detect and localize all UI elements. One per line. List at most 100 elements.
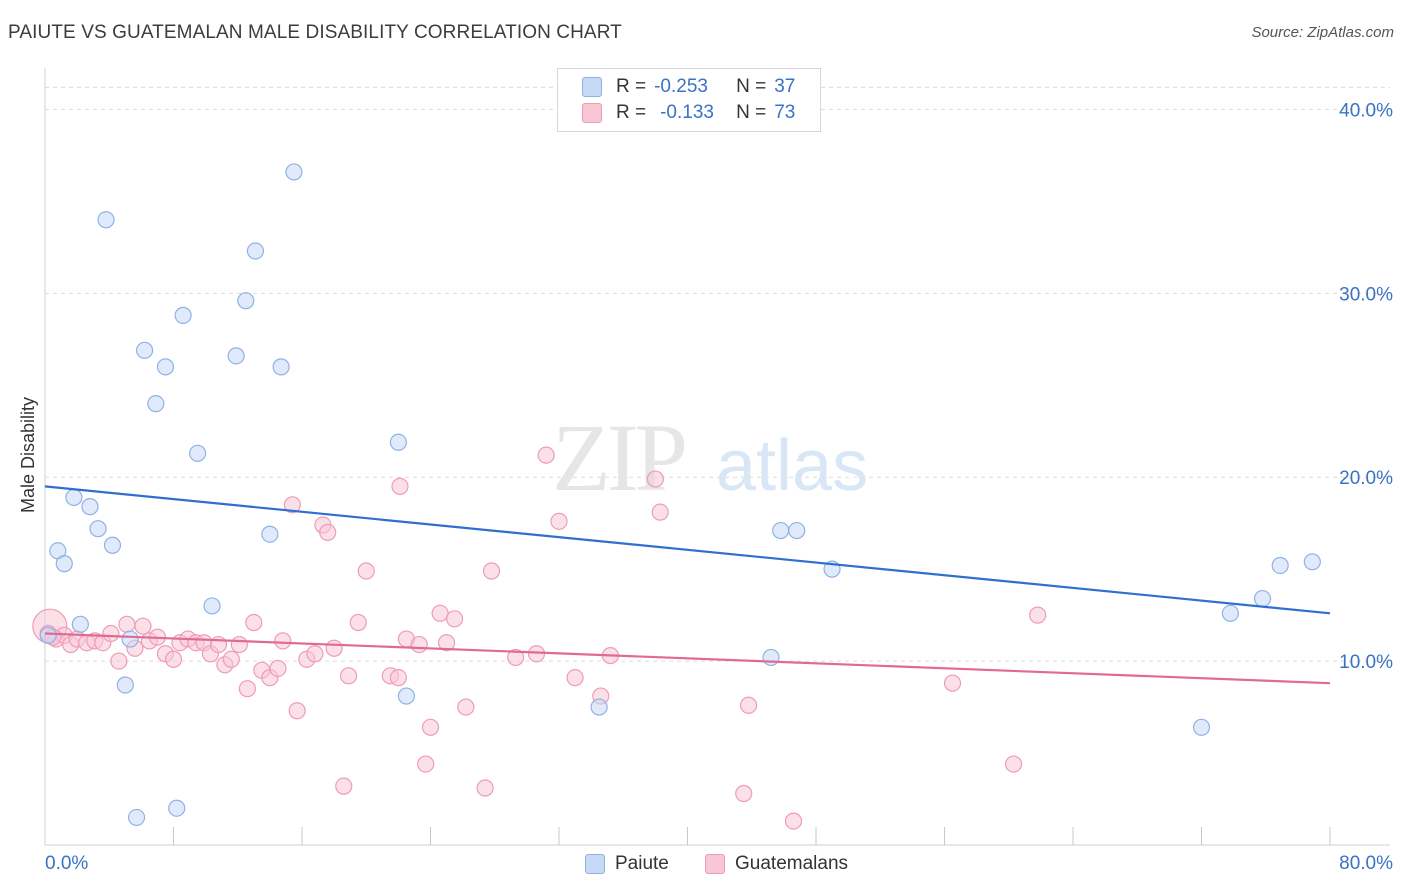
guatemalans-point xyxy=(476,779,494,797)
guatemalans-point xyxy=(391,477,409,496)
paiute-point xyxy=(121,630,139,648)
guatemalans-point xyxy=(646,470,664,488)
guatemalans-point xyxy=(566,669,584,687)
paiute-point xyxy=(788,521,806,540)
y-axis-label: Male Disability xyxy=(18,397,38,513)
paiute-point xyxy=(203,597,221,615)
y-tick-label: 40.0% xyxy=(1339,100,1393,121)
paiute-point xyxy=(188,444,207,462)
guatemalans-point xyxy=(482,562,501,580)
guatemalans-point xyxy=(222,650,240,668)
guatemalans-point xyxy=(230,635,248,654)
guatemalans-swatch xyxy=(705,854,725,874)
guatemalans-point xyxy=(325,639,343,657)
guatemalans-point xyxy=(357,562,375,580)
guatemalans-point xyxy=(319,523,337,541)
paiute-point xyxy=(1221,604,1240,622)
guatemalans-point xyxy=(421,718,440,736)
paiute-point xyxy=(116,676,134,694)
guatemalans-point xyxy=(269,659,287,678)
paiute-point xyxy=(1253,589,1272,608)
paiute-point xyxy=(227,347,245,365)
paiute-point xyxy=(156,358,175,376)
guatemalans-point xyxy=(1004,755,1023,773)
watermark-atlas: atlas xyxy=(716,426,868,506)
legend-r-label: R = xyxy=(616,102,647,123)
correlation-legend: R = -0.253 N = 37 R = -0.133 N = 73 xyxy=(557,68,821,132)
guatemalans-point xyxy=(784,812,803,830)
x-tick-label: 0.0% xyxy=(45,853,88,874)
bottom-legend-paiute: Paiute xyxy=(585,852,669,876)
paiute-point xyxy=(762,648,780,667)
paiute-point xyxy=(97,211,115,229)
source-label: Source: ZipAtlas.com xyxy=(1251,24,1394,41)
guatemalans-trend-line xyxy=(44,632,1331,685)
guatemalans-point xyxy=(274,632,292,650)
paiute-point xyxy=(55,555,73,573)
bottom-legend-paiute-label: Paiute xyxy=(615,853,669,874)
paiute-r-value: -0.253 xyxy=(654,76,708,97)
guatemalans-point xyxy=(238,680,256,698)
x-tick-label: 80.0% xyxy=(1339,853,1393,874)
paiute-point xyxy=(103,536,122,554)
paiute-swatch xyxy=(585,854,605,874)
guatemalans-point xyxy=(537,446,555,464)
bottom-legend-guatemalans-label: Guatemalans xyxy=(735,853,849,874)
legend-r-label: R = xyxy=(616,76,647,97)
guatemalans-point xyxy=(389,669,407,687)
guatemalans-point xyxy=(431,604,449,622)
paiute-point xyxy=(39,626,57,644)
paiute-point xyxy=(246,242,265,260)
guatemalans-point xyxy=(164,650,183,668)
guatemalans-point xyxy=(417,755,435,773)
paiute-point xyxy=(1271,556,1289,575)
y-tick-label: 10.0% xyxy=(1339,652,1393,673)
guatemalans-point xyxy=(134,617,152,635)
paiute-point xyxy=(272,358,290,376)
paiute-point xyxy=(81,498,99,516)
guatemalans-point xyxy=(735,784,753,803)
legend-n-label: N = xyxy=(736,76,767,97)
guatemalans-n-value: 73 xyxy=(774,102,796,123)
paiute-point xyxy=(127,808,146,827)
bottom-legend-guatemalans: Guatemalans xyxy=(705,852,848,876)
paiute-point xyxy=(1192,718,1211,736)
paiute-point xyxy=(168,799,186,817)
paiute-point xyxy=(590,698,608,716)
paiute-point xyxy=(285,163,303,181)
paiute-point xyxy=(174,306,192,324)
guatemalans-point xyxy=(550,512,568,530)
guatemalans-swatch xyxy=(582,103,602,123)
guatemalans-r-value: -0.133 xyxy=(660,102,714,123)
guatemalans-point xyxy=(445,610,464,628)
guatemalans-point xyxy=(102,624,120,643)
guatemalans-point xyxy=(118,615,136,633)
guatemalans-point xyxy=(437,634,456,652)
guatemalans-point xyxy=(288,702,306,720)
guatemalans-point xyxy=(457,698,475,716)
paiute-point xyxy=(71,615,89,633)
paiute-point xyxy=(1303,553,1321,571)
guatemalans-point xyxy=(306,645,324,663)
paiute-point xyxy=(65,488,83,507)
guatemalans-point xyxy=(943,674,962,692)
guatemalans-point xyxy=(739,696,758,714)
y-tick-label: 30.0% xyxy=(1339,284,1393,305)
guatemalans-point xyxy=(339,667,358,685)
guatemalans-point xyxy=(110,652,128,670)
paiute-point xyxy=(772,521,790,540)
legend-row-paiute: R = -0.253 N = 37 xyxy=(582,75,795,99)
paiute-point xyxy=(89,520,107,538)
paiute-point xyxy=(135,341,154,359)
guatemalans-point xyxy=(283,496,301,514)
paiute-point xyxy=(237,292,255,310)
guatemalans-point xyxy=(651,503,669,521)
watermark-zip: ZIP xyxy=(552,404,685,511)
paiute-point xyxy=(261,525,279,543)
paiute-trend-line xyxy=(44,485,1331,615)
guatemalans-point xyxy=(1029,606,1047,624)
y-tick-label: 20.0% xyxy=(1339,468,1393,489)
guatemalans-point xyxy=(335,777,353,795)
legend-row-guatemalans: R = -0.133 N = 73 xyxy=(582,101,795,125)
